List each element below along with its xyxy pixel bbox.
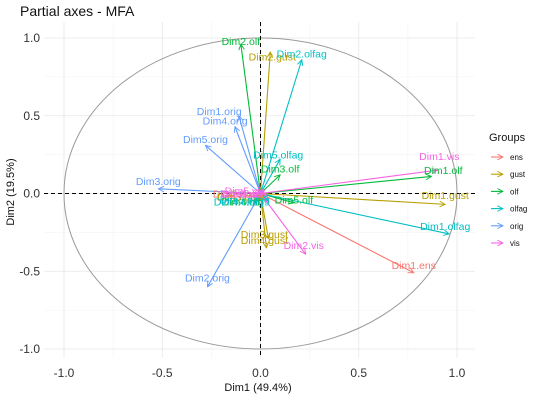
arrow-label-dim4-orig: Dim4.orig: [203, 115, 248, 127]
legend-label-gust: gust: [510, 170, 526, 179]
x-tick-label: -1.0: [54, 366, 75, 380]
arrow-label-dim2-gust: Dim2.gust: [249, 52, 296, 64]
y-tick-label: 1.0: [23, 31, 40, 45]
arrow-dim1-gust: [260, 192, 446, 205]
arrow-label-dim1-vis: Dim1.vis: [419, 151, 459, 163]
arrow-label-dim1-olf: Dim1.olf: [424, 165, 463, 177]
arrow-dim1-orig: [239, 116, 262, 194]
legend-label-ens: ens: [510, 153, 523, 162]
y-tick-label: 0.0: [23, 187, 40, 201]
arrow-label-dim5-olf: Dim5.olf: [275, 195, 314, 207]
arrow-dim5-vis: [261, 190, 265, 193]
arrow-dim2-orig: [207, 193, 261, 287]
arrow-label-dim4-olf: Dim4.olf: [222, 196, 261, 208]
arrow-dim5-olfag: [260, 159, 281, 194]
arrow-dim2-olf: [241, 44, 262, 194]
x-tick-label: -0.5: [152, 366, 173, 380]
arrow-dim2-gust: [259, 52, 271, 194]
arrow-label-dim5-gust: Dim5.gust: [217, 192, 264, 204]
arrow-label-dim2-ens: Dim2.ens: [213, 189, 257, 201]
arrow-label-dim3-orig: Dim3.orig: [136, 176, 181, 188]
arrow-dim2-vis: [260, 193, 306, 255]
tick-labels-layer: -1.0 -0.5 0.0 0.5 1.0 -1.0 -0.5 0.0 0.5 1.0: [19, 31, 465, 380]
legend-label-olfag: olfag: [510, 205, 527, 214]
x-tick-label: 1.0: [449, 366, 466, 380]
arrow-label-dim2-olf: Dim2.olf: [222, 36, 261, 48]
legend-entry-orig: orig: [491, 222, 523, 231]
legend-entry-olfag: olfag: [491, 205, 527, 214]
legend-entry-olf: olf: [491, 187, 519, 196]
arrow-dim4-gust: [259, 193, 267, 248]
arrow-label-dim3-ens: Dim3.ens: [217, 192, 261, 204]
x-tick-label: 0.5: [350, 366, 367, 380]
arrow-label-dim1-orig: Dim1.orig: [197, 106, 242, 118]
legend-label-orig: orig: [510, 222, 523, 231]
arrows-layer: [158, 44, 449, 287]
legend-title: Groups: [489, 132, 526, 144]
arrow-label-dim4-olfag: Dim4.olfag: [214, 196, 264, 208]
arrow-label-dim1-gust: Dim1.gust: [422, 190, 469, 202]
arrow-dim1-vis: [260, 170, 438, 195]
y-axis-title: Dim2 (19.5%): [5, 158, 17, 225]
y-tick-label: -1.0: [19, 342, 40, 356]
arrow-dim5-orig: [205, 145, 261, 194]
arrow-dim3-orig: [158, 189, 261, 195]
arrow-label-dim2-vis: Dim2.vis: [284, 240, 324, 252]
arrow-label-dim5-olfag: Dim5.olfag: [253, 150, 303, 162]
y-tick-label: -0.5: [19, 264, 40, 278]
chart-title: Partial axes - MFA: [20, 3, 135, 19]
arrow-dim1-olf: [260, 176, 432, 195]
arrow-dim1-ens: [260, 193, 414, 274]
arrow-label-dim3-gust: Dim3.gust: [241, 229, 288, 241]
arrow-dim2-olfag: [259, 60, 302, 194]
legend-label-vis: vis: [510, 239, 520, 248]
arrow-label-dim4-vis: Dim4.vis: [223, 189, 263, 201]
arrow-label-dim3-vis: Dim3.vis: [221, 189, 261, 201]
arrow-label-dim2-orig: Dim2.orig: [185, 272, 230, 284]
arrow-label-dim5-vis: Dim5.vis: [225, 185, 265, 197]
legend-entry-gust: gust: [491, 170, 526, 179]
arrow-label-dim1-ens: Dim1.ens: [392, 260, 436, 272]
legend-entry-ens: ens: [491, 153, 523, 162]
legend-entry-vis: vis: [491, 239, 520, 248]
y-tick-label: 0.5: [23, 109, 40, 123]
legend-label-olf: olf: [510, 187, 519, 196]
arrow-dim1-olfag: [260, 192, 450, 234]
legend: Groups ens gust olf olfag orig vis: [489, 132, 527, 248]
arrow-dim4-orig: [235, 127, 262, 194]
arrow-label-dim3-olfag: Dim3.olfag: [220, 195, 270, 207]
arrow-label-dim2-olfag: Dim2.olfag: [277, 49, 327, 61]
arrow-label-dim4-gust: Dim4.gust: [241, 235, 288, 247]
x-tick-label: 0.0: [252, 366, 269, 380]
arrow-label-dim3-olf: Dim3.olf: [261, 164, 300, 176]
x-axis-title: Dim1 (49.4%): [224, 382, 291, 394]
arrow-label-dim1-olfag: Dim1.olfag: [420, 221, 470, 233]
arrow-label-dim5-orig: Dim5.orig: [183, 134, 228, 146]
